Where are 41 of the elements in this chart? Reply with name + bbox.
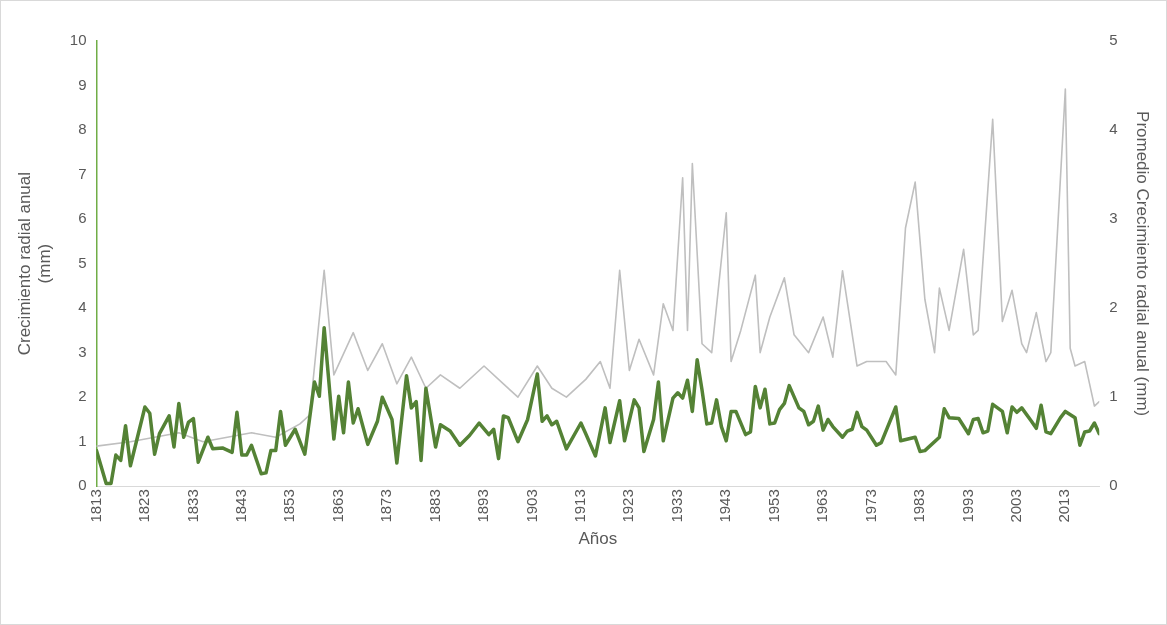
x-tick-label: 1823	[135, 489, 153, 523]
x-tick-label: 1933	[667, 489, 685, 523]
y2-axis-title: Promedio Crecimiento radial anual (mm)	[1133, 111, 1153, 417]
x-axis-title: Años	[578, 529, 618, 549]
x-tick-label: 1943	[716, 489, 734, 523]
y-tick-label: 3	[78, 342, 87, 360]
y-tick-label: 0	[78, 476, 87, 494]
y-tick-label: 7	[78, 164, 87, 182]
y2-tick-label: 0	[1109, 476, 1118, 494]
y-tick-label: 2	[78, 387, 87, 405]
x-tick-label: 1893	[474, 489, 492, 523]
y-tick-label: 6	[78, 209, 87, 227]
x-tick-label: 1883	[425, 489, 443, 523]
y2-tick-label: 1	[1109, 387, 1118, 405]
y2-tick-label: 2	[1109, 298, 1118, 316]
x-tick-label: 2003	[1007, 489, 1025, 523]
x-tick-label: 1953	[764, 489, 782, 523]
y-tick-label: 9	[78, 75, 87, 93]
y-tick-label: 4	[78, 298, 87, 316]
x-tick-label: 2013	[1055, 489, 1073, 523]
y-tick-label: 5	[78, 253, 87, 271]
y-axis-title: Crecimiento radial anual (mm)	[14, 171, 55, 356]
y2-tick-label: 3	[1109, 209, 1118, 227]
x-tick-label: 1833	[183, 489, 201, 523]
y2-tick-label: 4	[1109, 120, 1118, 138]
x-tick-label: 1813	[86, 489, 104, 523]
y-tick-label: 1	[78, 431, 87, 449]
x-tick-label: 1863	[328, 489, 346, 523]
y-tick-label: 8	[78, 120, 87, 138]
x-tick-label: 1923	[619, 489, 637, 523]
x-tick-label: 1843	[231, 489, 249, 523]
x-tick-label: 1973	[861, 489, 879, 523]
x-tick-label: 1903	[522, 489, 540, 523]
x-tick-label: 1993	[958, 489, 976, 523]
x-tick-label: 1963	[813, 489, 831, 523]
y-tick-label: 10	[69, 31, 87, 49]
x-tick-label: 1853	[280, 489, 298, 523]
x-tick-label: 1983	[910, 489, 928, 523]
x-tick-label: 1913	[571, 489, 589, 523]
y2-tick-label: 5	[1109, 31, 1118, 49]
x-tick-label: 1873	[377, 489, 395, 523]
